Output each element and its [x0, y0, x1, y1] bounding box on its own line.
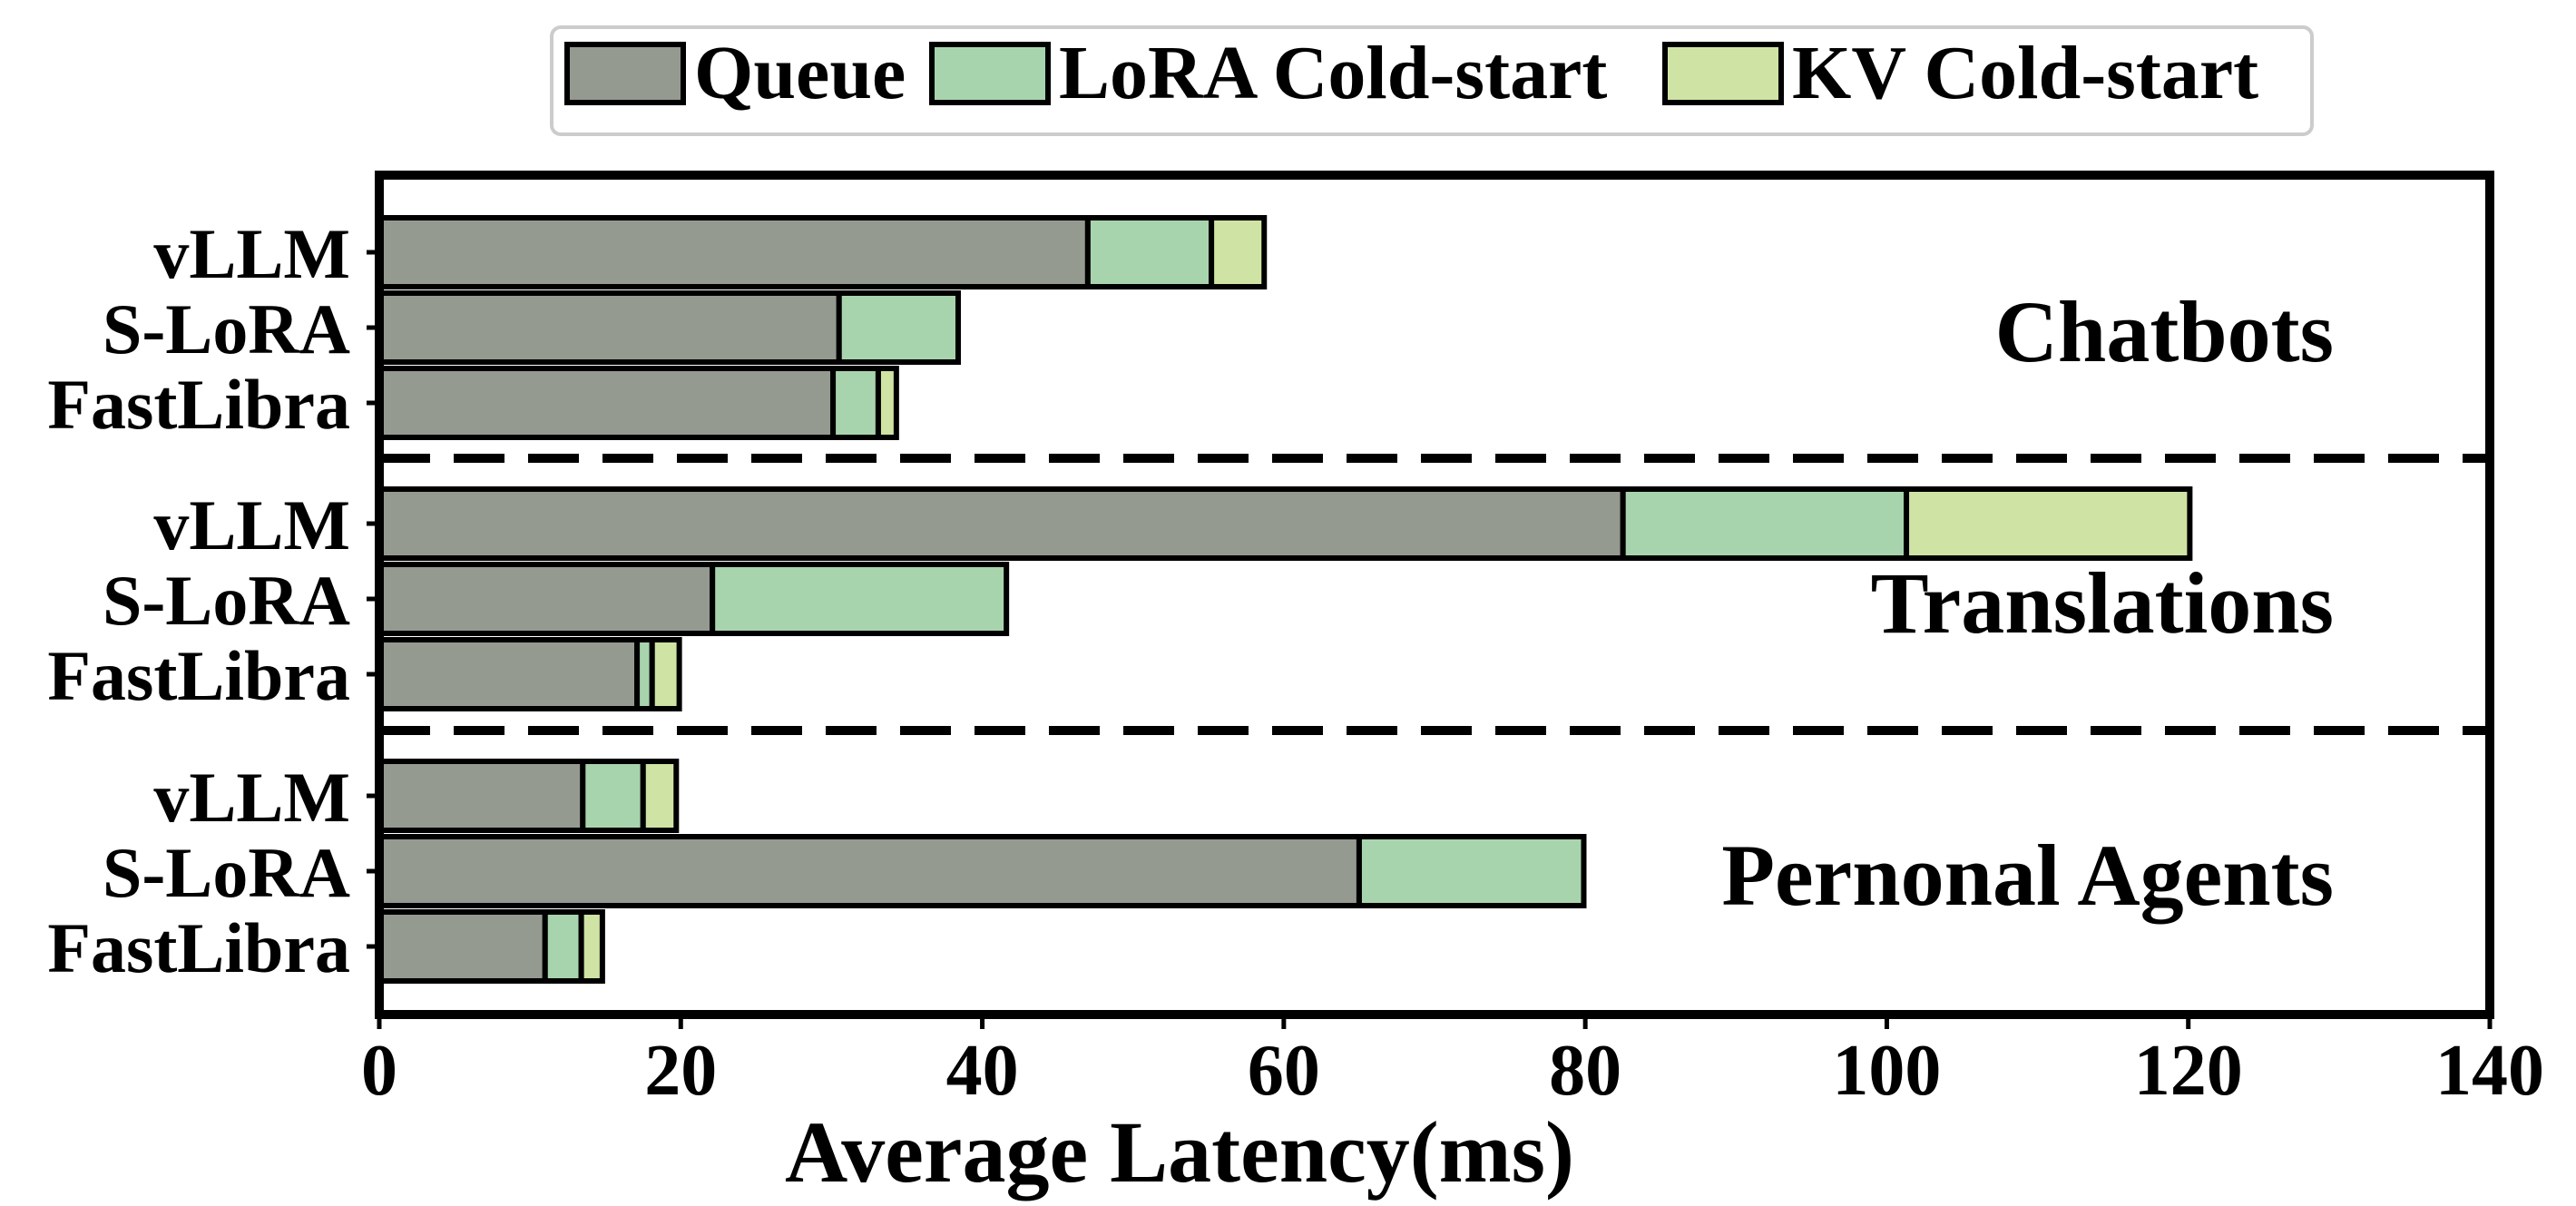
bar-segment-chatbots-vllm-queue [377, 215, 1091, 289]
legend-label-lora-cold-start: LoRA Cold-start [1059, 31, 1607, 115]
bar-segment-pernonal-agents-fastlibra-lora-cold-start [542, 909, 584, 984]
bar-segment-chatbots-vllm-kv-cold-start [1209, 215, 1268, 289]
bars-layer [377, 215, 2193, 984]
bar-segment-pernonal-agents-s-lora-lora-cold-start [1356, 834, 1587, 908]
x-tick-label-100: 100 [1832, 1031, 1941, 1111]
y-tick-label-fastlibra: FastLibra [47, 636, 350, 715]
group-dividers [379, 454, 2490, 735]
legend-label-queue: Queue [694, 31, 906, 115]
y-tick-labels: vLLMS-LoRAFastLibravLLMS-LoRAFastLibravL… [47, 214, 379, 987]
x-tick-label-140: 140 [2435, 1031, 2544, 1111]
y-tick-label-vllm: vLLM [153, 758, 350, 837]
bar-segment-chatbots-vllm-lora-cold-start [1084, 215, 1215, 289]
bar-segment-pernonal-agents-vllm-queue [377, 759, 586, 833]
y-tick-label-s-lora: S-LoRA [103, 561, 350, 640]
plot-frame [375, 171, 2494, 1019]
y-tick-label-fastlibra: FastLibra [47, 365, 350, 444]
bar-segment-pernonal-agents-fastlibra-queue [377, 909, 548, 984]
x-tick-label-0: 0 [361, 1031, 397, 1111]
legend-swatch-kv-cold-start [1662, 42, 1784, 105]
bar-segment-pernonal-agents-vllm-kv-cold-start [640, 759, 680, 833]
x-tick-label-20: 20 [644, 1031, 717, 1111]
bar-segment-translations-s-lora-lora-cold-start [710, 562, 1010, 636]
bar-segment-chatbots-s-lora-lora-cold-start [836, 290, 961, 365]
y-tick-label-fastlibra: FastLibra [47, 908, 350, 987]
bar-segment-chatbots-fastlibra-queue [377, 366, 837, 440]
x-tick-label-120: 120 [2134, 1031, 2243, 1111]
legend-label-kv-cold-start: KV Cold-start [1792, 31, 2258, 115]
x-tick-label-80: 80 [1549, 1031, 1621, 1111]
x-ticks: 0 20 40 60 80 100 120 140 [361, 1015, 2544, 1111]
y-tick-label-vllm: vLLM [153, 485, 350, 564]
bar-segment-pernonal-agents-fastlibra-kv-cold-start [578, 909, 605, 984]
bar-segment-chatbots-fastlibra-lora-cold-start [830, 366, 881, 440]
bar-segment-translations-s-lora-queue [377, 562, 716, 636]
bar-segment-translations-vllm-lora-cold-start [1620, 486, 1910, 561]
y-tick-label-s-lora: S-LoRA [103, 833, 350, 912]
bar-segment-translations-fastlibra-kv-cold-start [649, 637, 682, 711]
bar-segment-translations-fastlibra-queue [377, 637, 641, 711]
bar-segment-translations-vllm-queue [377, 486, 1626, 561]
legend-swatch-lora-cold-start [929, 42, 1051, 105]
bar-segment-pernonal-agents-vllm-lora-cold-start [580, 759, 646, 833]
bar-segment-chatbots-fastlibra-kv-cold-start [875, 366, 899, 440]
bar-segment-chatbots-s-lora-queue [377, 290, 842, 365]
y-tick-label-vllm: vLLM [153, 214, 350, 293]
group-label-translations: Translations [1871, 554, 2334, 652]
legend: Queue LoRA Cold-start KV Cold-start [550, 25, 2314, 136]
bar-segment-pernonal-agents-s-lora-queue [377, 834, 1362, 908]
group-label-pernonal-agents: Pernonal Agents [1721, 827, 2334, 924]
bar-segment-translations-vllm-kv-cold-start [1904, 486, 2193, 561]
y-tick-label-s-lora: S-LoRA [103, 289, 350, 368]
group-labels: Chatbots Translations Pernonal Agents [1721, 283, 2334, 924]
group-label-chatbots: Chatbots [1995, 283, 2334, 380]
x-tick-label-60: 60 [1248, 1031, 1320, 1111]
x-axis-label: Average Latency(ms) [785, 1103, 1574, 1201]
legend-swatch-queue [564, 42, 686, 105]
x-tick-label-40: 40 [946, 1031, 1019, 1111]
